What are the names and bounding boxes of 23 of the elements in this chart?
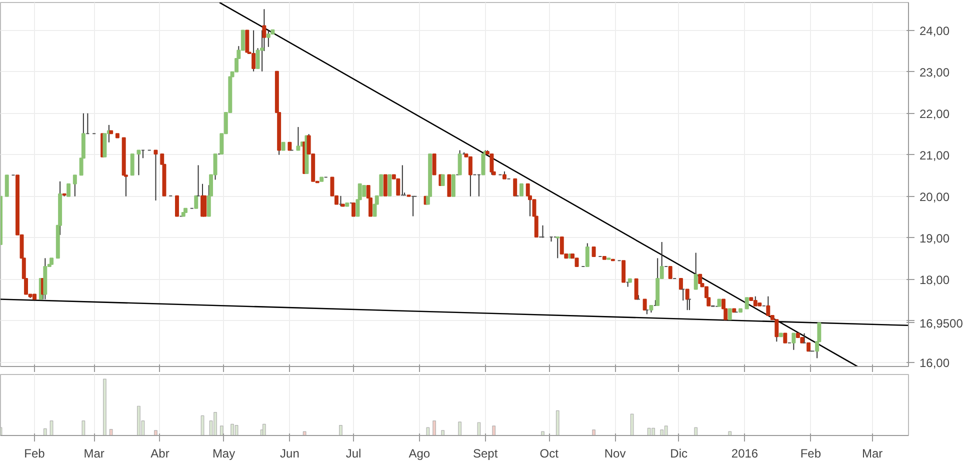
x-tick-label: Abr bbox=[150, 446, 170, 460]
x-tick-label: May bbox=[212, 446, 236, 460]
x-tick-label: Sept bbox=[472, 446, 498, 460]
y-tick-label: 24,00 bbox=[920, 24, 950, 38]
x-tick-label: Dic bbox=[670, 446, 688, 460]
x-tick-label: Jul bbox=[346, 446, 362, 460]
x-tick-label: Jun bbox=[280, 446, 300, 460]
x-tick-label: Mar bbox=[862, 446, 883, 460]
x-tick-label: Nov bbox=[604, 446, 626, 460]
text: 16,9500 bbox=[920, 316, 964, 330]
y-tick-label: 23,00 bbox=[920, 65, 950, 80]
x-tick-label: Oct bbox=[540, 446, 560, 460]
x-tick-label: Ago bbox=[408, 446, 430, 460]
x-tick-label: Feb bbox=[800, 446, 822, 460]
x-tick-label: 2016 bbox=[731, 446, 758, 460]
y-tick-label: 21,00 bbox=[920, 148, 950, 162]
x-tick-label: Feb bbox=[24, 446, 46, 460]
y-tick-label: 22,00 bbox=[920, 106, 950, 121]
y-tick-label: 16,00 bbox=[920, 356, 950, 370]
y-tick-label: 19,00 bbox=[920, 231, 950, 246]
y-tick-label: 18,00 bbox=[920, 272, 950, 287]
x-tick-label: Mar bbox=[84, 446, 104, 460]
y-tick-label: 20,00 bbox=[920, 190, 950, 204]
